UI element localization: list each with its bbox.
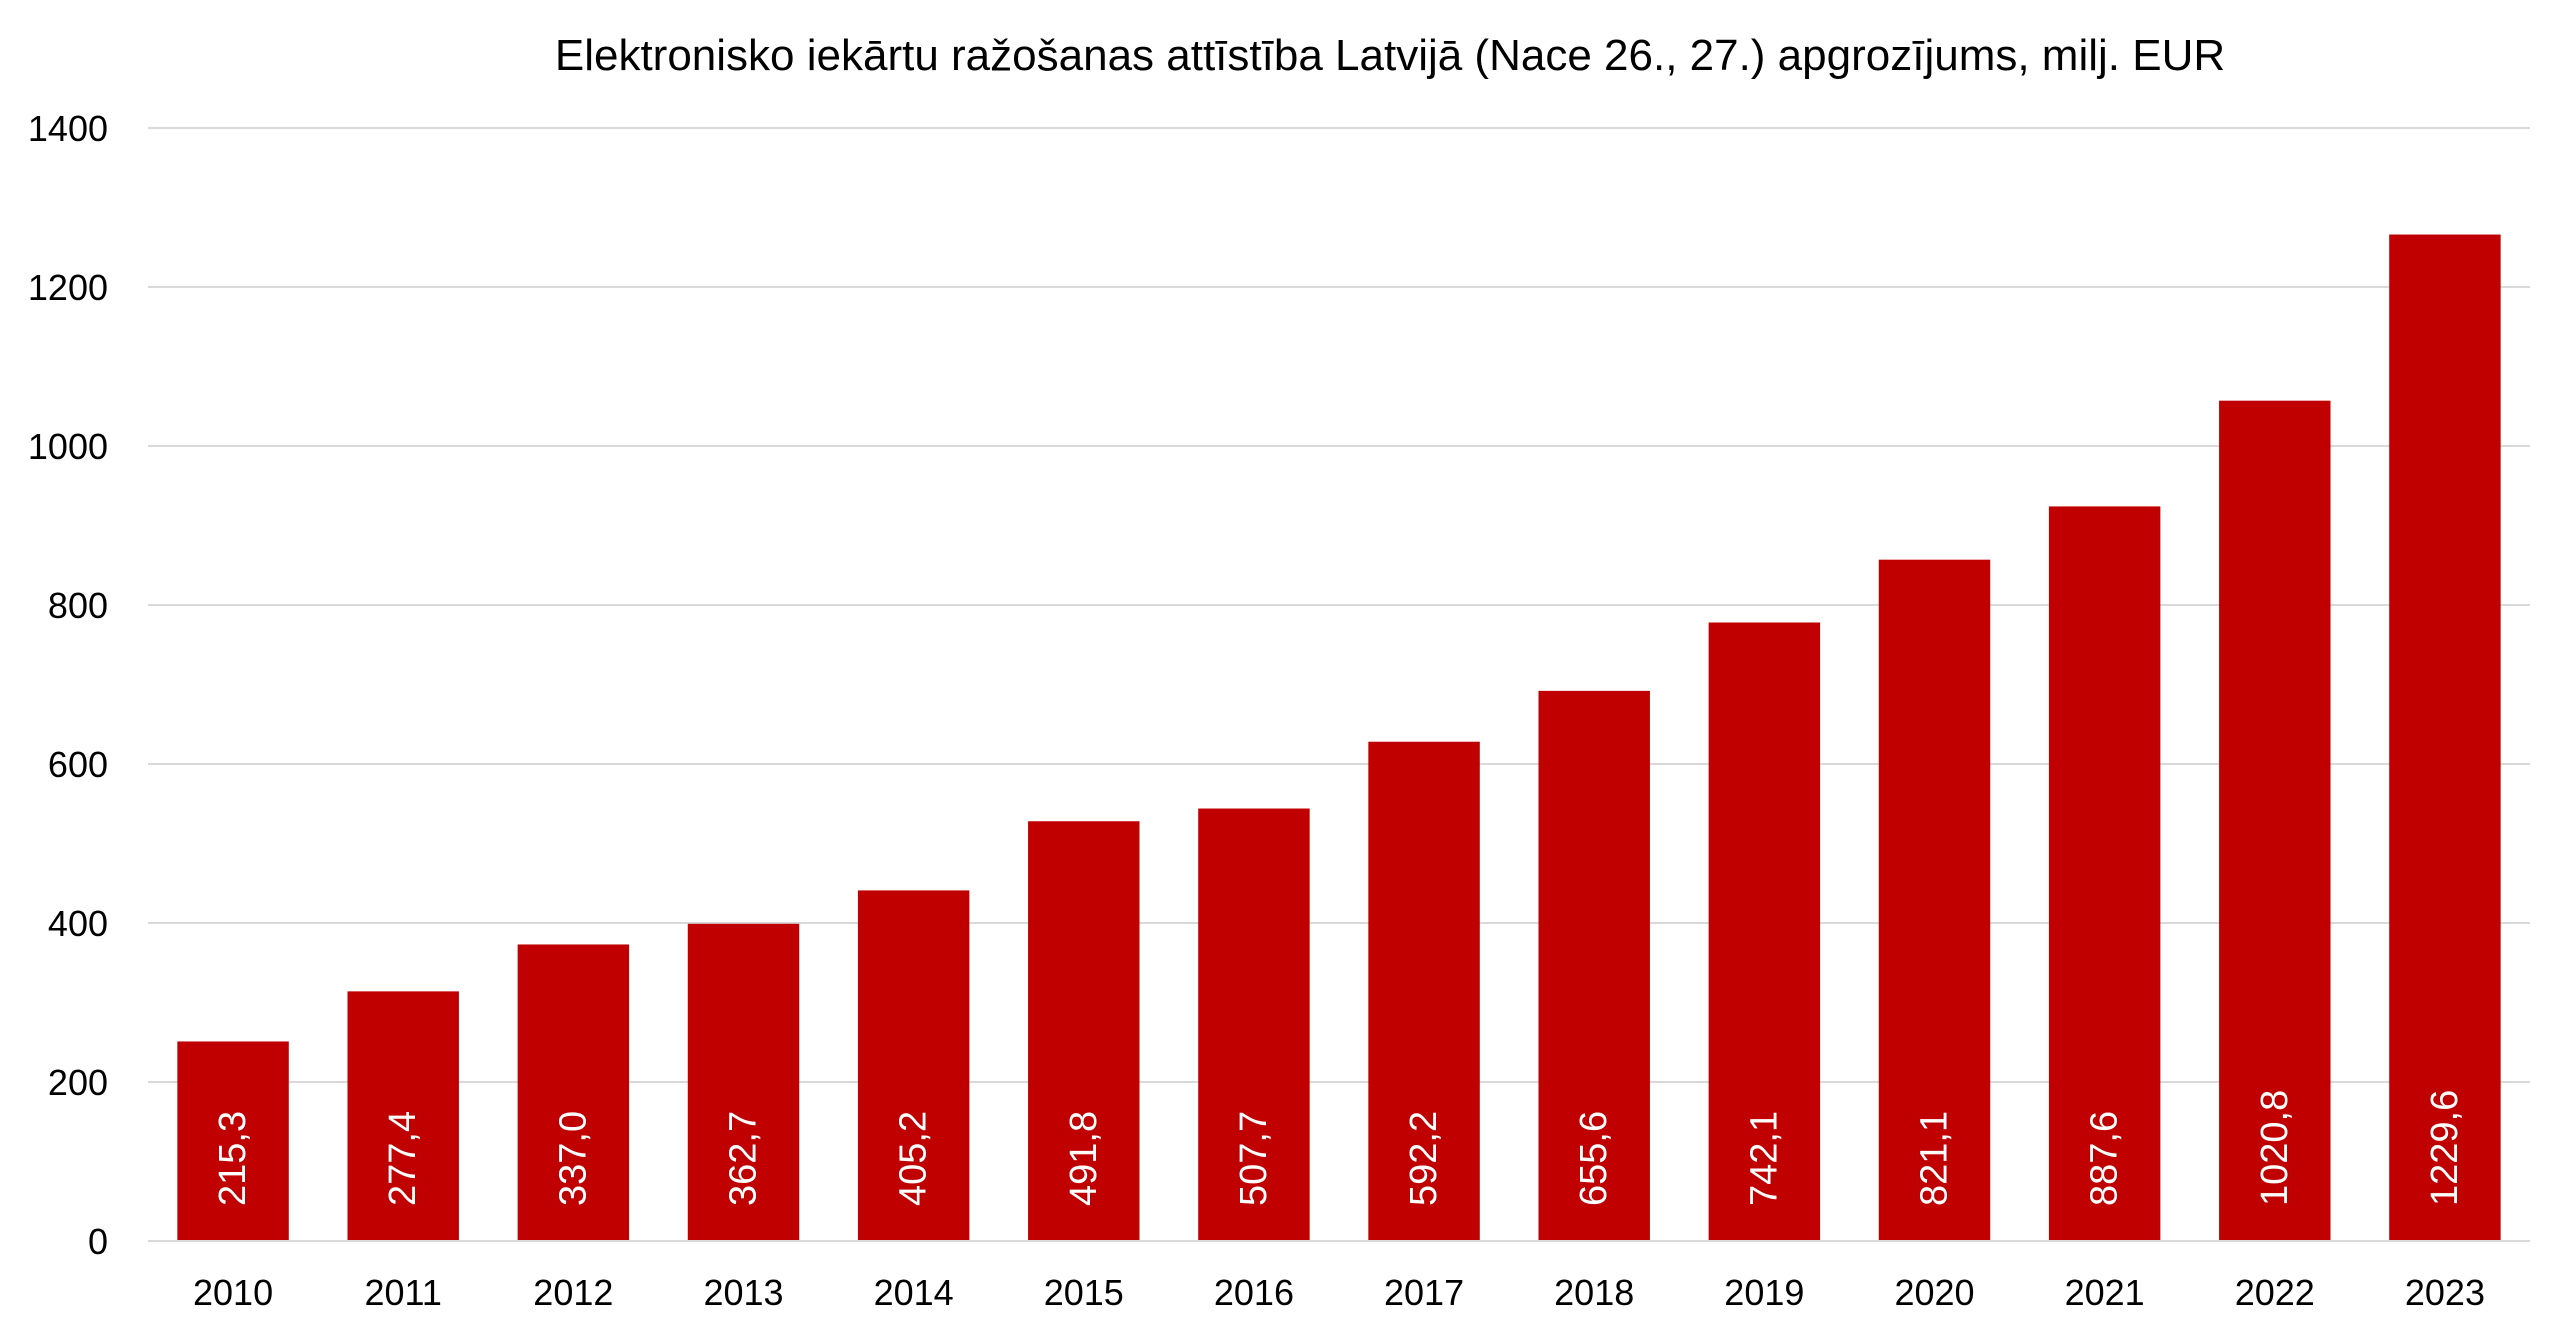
chart-title: Elektronisko iekārtu ražošanas attīstība… xyxy=(555,31,2225,80)
bar-data-label-2015: 491,8 xyxy=(1063,1111,1105,1206)
bar-data-label-2011: 277,4 xyxy=(382,1111,424,1206)
bar-2021 xyxy=(2048,506,2161,1241)
bar-data-label-2021: 887,6 xyxy=(2084,1111,2126,1206)
bar-2014 xyxy=(857,890,970,1241)
bar-data-label-2019: 742,1 xyxy=(1743,1111,1785,1206)
bar-data-labels: 215,3 277,4 337,0 362,7 405,2 491,8 507,7 592,2… xyxy=(212,1090,2466,1206)
bar-data-label-2020: 821,1 xyxy=(1914,1111,1956,1206)
y-axis: 0 200 400 600 800 1000 1200 1400 xyxy=(28,108,108,1262)
bar-2023 xyxy=(2389,234,2501,1241)
x-tick-label-2014: 2014 xyxy=(874,1272,954,1313)
bar-2018 xyxy=(1538,690,1650,1241)
bar-data-label-2018: 655,6 xyxy=(1573,1111,1615,1206)
x-tick-label-2019: 2019 xyxy=(1724,1272,1804,1313)
x-tick-label-2013: 2013 xyxy=(703,1272,783,1313)
bar-2015 xyxy=(1028,821,1140,1241)
x-tick-label-2017: 2017 xyxy=(1384,1272,1464,1313)
x-tick-label-2010: 2010 xyxy=(193,1272,273,1313)
y-tick-label: 1400 xyxy=(28,108,108,149)
y-tick-label: 1200 xyxy=(28,267,108,308)
bars xyxy=(177,234,2501,1241)
x-tick-label-2022: 2022 xyxy=(2235,1272,2315,1313)
bar-data-label-2012: 337,0 xyxy=(552,1111,594,1206)
y-tick-label: 1000 xyxy=(28,426,108,467)
y-tick-label: 600 xyxy=(48,744,108,785)
bar-2022 xyxy=(2219,400,2331,1241)
bar-data-label-2022: 1020,8 xyxy=(2254,1090,2296,1206)
bar-data-label-2014: 405,2 xyxy=(893,1111,935,1206)
x-tick-label-2020: 2020 xyxy=(1894,1272,1974,1313)
y-tick-label: 400 xyxy=(48,903,108,944)
x-tick-label-2021: 2021 xyxy=(2065,1272,2145,1313)
bar-2019 xyxy=(1708,622,1821,1241)
bar-data-label-2023: 1229,6 xyxy=(2424,1090,2466,1206)
bar-2013 xyxy=(687,923,800,1241)
y-tick-label: 200 xyxy=(48,1062,108,1103)
bar-2016 xyxy=(1198,808,1310,1241)
x-tick-label-2015: 2015 xyxy=(1044,1272,1124,1313)
x-axis: 2010 2011 2012 2013 2014 2015 2016 2017 2018 2019… xyxy=(148,1240,2530,1313)
bar-2010 xyxy=(177,1041,289,1241)
bar-data-label-2016: 507,7 xyxy=(1233,1111,1275,1206)
gridlines xyxy=(148,127,2530,1083)
bar-data-label-2013: 362,7 xyxy=(723,1111,765,1206)
y-tick-label: 800 xyxy=(48,585,108,626)
bar-data-label-2010: 215,3 xyxy=(212,1111,254,1206)
bar-2020 xyxy=(1878,559,1991,1241)
x-tick-label-2012: 2012 xyxy=(533,1272,613,1313)
bar-2011 xyxy=(347,991,459,1241)
bar-2012 xyxy=(517,944,630,1241)
x-tick-label-2011: 2011 xyxy=(365,1272,442,1313)
x-tick-label-2018: 2018 xyxy=(1554,1272,1634,1313)
x-tick-label-2023: 2023 xyxy=(2405,1272,2485,1313)
bar-data-label-2017: 592,2 xyxy=(1403,1111,1445,1206)
bar-2017 xyxy=(1368,741,1480,1241)
x-tick-label-2016: 2016 xyxy=(1214,1272,1294,1313)
y-tick-label: 0 xyxy=(88,1221,108,1262)
